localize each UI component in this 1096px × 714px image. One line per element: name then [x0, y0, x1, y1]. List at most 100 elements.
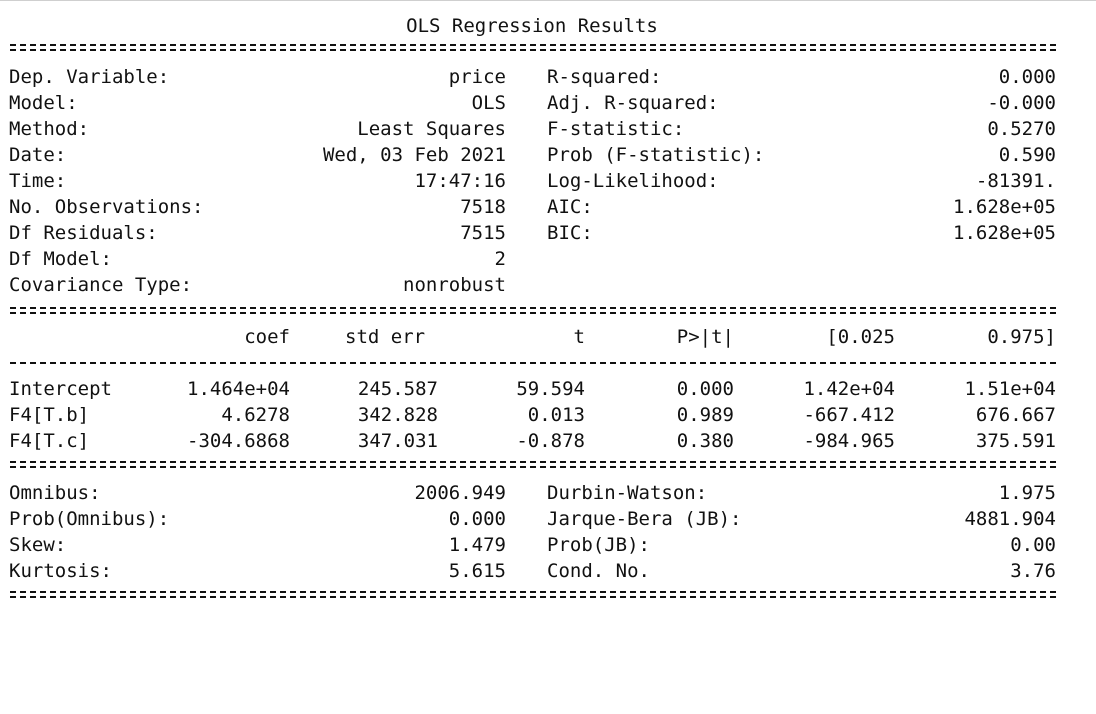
summary-left-value: nonrobust	[403, 274, 506, 296]
coef-cell: -984.965	[803, 430, 895, 452]
report-title: OLS Regression Results	[406, 15, 658, 37]
coef-cell: 0.013	[527, 404, 585, 426]
summary-right-value: -81391.	[975, 170, 1056, 192]
summary-right-value: 0.5270	[987, 118, 1056, 140]
table-row: F4[T.c] -304.6868 347.031 -0.878 0.380 -…	[0, 428, 1096, 454]
summary-right-label: Adj. R-squared:	[547, 92, 719, 114]
coef-row-name: Intercept	[9, 378, 112, 400]
coef-cell: 0.380	[676, 430, 734, 452]
coef-header: coef	[244, 326, 290, 348]
summary-right-label: Prob (F-statistic):	[547, 144, 765, 166]
coef-cell: -667.412	[803, 404, 895, 426]
diag-right-label: Cond. No.	[547, 560, 650, 582]
summary-right-value: 1.628e+05	[953, 222, 1056, 244]
coef-cell: 375.591	[975, 430, 1056, 452]
coef-header: t	[573, 326, 585, 348]
coef-cell: 1.51e+04	[964, 378, 1056, 400]
summary-left-label: Dep. Variable:	[9, 66, 170, 88]
coef-header: [0.025	[826, 326, 895, 348]
diag-right-label: Prob(JB):	[547, 534, 650, 556]
coef-cell: 676.667	[975, 404, 1056, 426]
summary-left-label: Time:	[9, 170, 67, 192]
summary-row: No. Observations: 7518 AIC: 1.628e+05	[0, 194, 1096, 220]
summary-left-value: OLS	[471, 92, 506, 114]
double-rule	[10, 461, 1056, 469]
summary-right-value: 0.000	[998, 66, 1056, 88]
double-rule	[10, 307, 1056, 315]
summary-left-label: Df Model:	[9, 248, 112, 270]
ols-summary-report: OLS Regression Results Dep. Variable: pr…	[0, 15, 1096, 599]
diagnostics-row: Skew: 1.479 Prob(JB): 0.00	[0, 532, 1096, 558]
summary-left-label: No. Observations:	[9, 196, 204, 218]
summary-right-value: 1.628e+05	[953, 196, 1056, 218]
coef-row-name: F4[T.c]	[9, 430, 90, 452]
diag-right-label: Jarque-Bera (JB):	[547, 508, 742, 530]
summary-right-value: -0.000	[987, 92, 1056, 114]
table-row: F4[T.b] 4.6278 342.828 0.013 0.989 -667.…	[0, 402, 1096, 428]
coef-cell: 1.42e+04	[803, 378, 895, 400]
summary-left-value: 17:47:16	[414, 170, 506, 192]
coef-header: std err	[345, 326, 426, 348]
coef-cell: 59.594	[516, 378, 585, 400]
coef-cell: 0.989	[676, 404, 734, 426]
summary-row: Df Model: 2	[0, 246, 1096, 272]
coef-cell: 4.6278	[221, 404, 290, 426]
coef-row-name: F4[T.b]	[9, 404, 90, 426]
diag-right-value: 4881.904	[964, 508, 1056, 530]
summary-left-label: Model:	[9, 92, 78, 114]
summary-left-label: Covariance Type:	[9, 274, 193, 296]
diag-left-value: 2006.949	[414, 482, 506, 504]
summary-row: Model: OLS Adj. R-squared: -0.000	[0, 90, 1096, 116]
coef-cell: 347.031	[357, 430, 438, 452]
summary-left-value: price	[448, 66, 506, 88]
summary-left-label: Method:	[9, 118, 90, 140]
summary-left-value: Least Squares	[357, 118, 506, 140]
summary-row: Df Residuals: 7515 BIC: 1.628e+05	[0, 220, 1096, 246]
summary-left-value: Wed, 03 Feb 2021	[322, 144, 506, 166]
coef-header: 0.975]	[987, 326, 1056, 348]
single-rule	[10, 362, 1056, 364]
table-row: Intercept 1.464e+04 245.587 59.594 0.000…	[0, 376, 1096, 402]
coef-cell: 342.828	[357, 404, 438, 426]
coef-cell: -304.6868	[187, 430, 290, 452]
summary-row: Covariance Type: nonrobust	[0, 272, 1096, 298]
diagnostics-row: Kurtosis: 5.615 Cond. No. 3.76	[0, 558, 1096, 584]
summary-left-value: 2	[494, 248, 506, 270]
top-border	[0, 0, 1096, 1]
coef-cell: 1.464e+04	[187, 378, 290, 400]
diag-right-value: 0.00	[1010, 534, 1056, 556]
diag-left-label: Omnibus:	[9, 482, 101, 504]
diag-right-value: 3.76	[1010, 560, 1056, 582]
coef-cell: 0.000	[676, 378, 734, 400]
diagnostics-row: Prob(Omnibus): 0.000 Jarque-Bera (JB): 4…	[0, 506, 1096, 532]
diag-left-value: 5.615	[448, 560, 506, 582]
summary-right-label: Log-Likelihood:	[547, 170, 719, 192]
diag-left-value: 1.479	[448, 534, 506, 556]
summary-right-label: AIC:	[547, 196, 593, 218]
double-rule	[10, 591, 1056, 599]
coef-cell: 245.587	[357, 378, 438, 400]
summary-row: Time: 17:47:16 Log-Likelihood: -81391.	[0, 168, 1096, 194]
diagnostics-row: Omnibus: 2006.949 Durbin-Watson: 1.975	[0, 480, 1096, 506]
diag-right-label: Durbin-Watson:	[547, 482, 708, 504]
diag-left-label: Kurtosis:	[9, 560, 112, 582]
summary-right-label: R-squared:	[547, 66, 662, 88]
coef-table-header: coef std err t P>|t| [0.025 0.975]	[0, 324, 1096, 350]
summary-right-label: BIC:	[547, 222, 593, 244]
double-rule	[10, 44, 1056, 52]
summary-row: Dep. Variable: price R-squared: 0.000	[0, 64, 1096, 90]
summary-left-value: 7518	[460, 196, 506, 218]
diag-left-label: Skew:	[9, 534, 67, 556]
summary-left-label: Date:	[9, 144, 67, 166]
summary-left-label: Df Residuals:	[9, 222, 158, 244]
summary-row: Method: Least Squares F-statistic: 0.527…	[0, 116, 1096, 142]
coef-header: P>|t|	[676, 326, 734, 348]
summary-left-value: 7515	[460, 222, 506, 244]
summary-right-value: 0.590	[998, 144, 1056, 166]
diag-right-value: 1.975	[998, 482, 1056, 504]
diag-left-value: 0.000	[448, 508, 506, 530]
summary-right-label: F-statistic:	[547, 118, 685, 140]
diag-left-label: Prob(Omnibus):	[9, 508, 170, 530]
coef-cell: -0.878	[516, 430, 585, 452]
summary-row: Date: Wed, 03 Feb 2021 Prob (F-statistic…	[0, 142, 1096, 168]
